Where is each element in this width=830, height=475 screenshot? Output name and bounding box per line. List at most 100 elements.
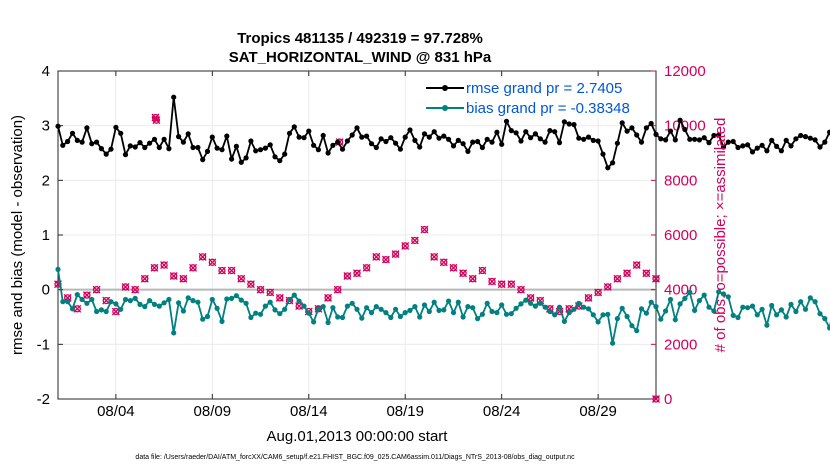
rmse-point [272,154,278,160]
rmse-point [658,136,664,142]
obs-marker [603,282,612,291]
rmse-point [364,133,370,139]
bias-point [663,308,669,314]
rmse-point [383,138,389,145]
obs-possible-circle [314,305,323,313]
x-tick-label: 08/29 [579,403,617,420]
bias-point [624,313,630,320]
obs-possible-circle [391,250,400,258]
bias-point [315,306,321,312]
obs-marker [594,288,603,297]
bias-point [759,306,765,312]
rmse-point [407,127,413,133]
legend-rmse-label: rmse grand pr = 2.7405 [466,80,622,97]
obs-assimilated-x [410,236,419,245]
obs-marker [584,293,593,302]
bias-point [127,298,133,304]
x-axis-ticks: 08/04 08/09 08/14 08/19 08/24 08/29 [97,71,617,420]
rmse-point [619,120,625,126]
bias-point [711,308,717,314]
rmse-point [518,138,524,144]
obs-possible-circle [372,253,380,261]
rmse-point [465,148,471,154]
bias-point [79,296,85,303]
bias-point [441,307,447,313]
obs-assimilated-x [179,274,188,283]
obs-assimilated-x [82,291,91,300]
bias-point [417,314,423,320]
bias-point [730,312,736,318]
obs-marker [652,395,660,403]
obs-assimilated-x [160,261,169,270]
rmse-point [793,136,799,142]
bias-point [185,295,191,301]
obs-assimilated-x [381,255,390,264]
obs-possible-circle [276,294,284,302]
rmse-point [282,151,288,157]
obs-possible-circle [430,253,438,261]
obs-assimilated-x [565,304,574,313]
bias-point [426,308,432,315]
bias-point [470,305,476,311]
obs-marker [391,250,400,259]
rmse-point [127,143,133,149]
left-tick-label: -1 [37,336,50,353]
obs-assimilated-x [73,304,82,313]
obs-marker [362,263,371,272]
rmse-point [89,141,95,147]
bias-point [692,307,698,313]
bias-point [378,306,384,312]
bias-point [412,304,418,310]
obs-possible-circle [189,264,197,272]
obs-marker [343,272,352,280]
obs-marker [169,272,178,280]
bias-point [108,299,114,305]
obs-marker [623,269,632,278]
obs-assimilated-x [275,293,284,302]
right-tick-label: 4000 [664,282,697,299]
bias-point [682,295,688,301]
bias-point [180,308,186,314]
obs-assimilated-x [420,225,429,234]
rmse-point [238,159,244,165]
obs-possible-circle [594,288,602,297]
rmse-point [393,140,399,146]
rmse-point [725,139,731,145]
obs-assimilated-x [623,269,632,278]
rmse-point [253,148,259,154]
bias-point [402,310,408,316]
rmse-point [65,138,71,145]
bias-point [229,295,235,301]
rmse-point [822,139,828,145]
rmse-point [185,131,191,137]
rmse-point [817,144,823,150]
obs-marker [642,269,651,278]
left-tick-label: 3 [42,118,50,135]
bias-point [248,314,254,321]
bias-point [484,300,490,306]
obs-assimilated-x [468,274,477,283]
bias-point [368,310,375,316]
obs-possible-circle [266,288,274,297]
obs-possible-circle [382,255,390,264]
rmse-point [687,136,693,142]
rmse-point [614,140,621,146]
rmse-point [122,152,129,158]
obs-possible-circle [256,286,265,294]
data-file-footer: data file: /Users/raeder/DAI/ATM_forcXX/… [135,454,575,461]
bias-point [69,306,76,312]
rmse-point [450,143,457,149]
bias-point [764,322,770,328]
bias-point [262,303,268,309]
rmse-point [108,146,114,152]
bias-point [542,304,548,310]
obs-possible-circle [179,275,188,283]
bias-point [291,292,297,298]
obs-assimilated-x [353,269,361,278]
bias-point [311,319,317,325]
obs-possible-circle [227,266,236,275]
obs-marker [517,285,525,294]
rmse-point [648,120,654,127]
obs-possible-circle [449,264,458,272]
legend-rmse-marker [442,85,448,91]
